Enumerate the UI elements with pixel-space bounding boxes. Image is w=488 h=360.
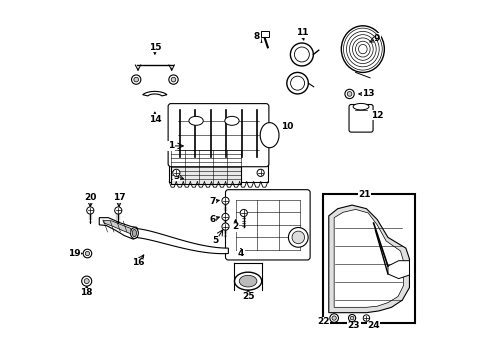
Text: 5: 5 bbox=[212, 237, 219, 246]
Circle shape bbox=[172, 169, 180, 176]
Circle shape bbox=[222, 223, 228, 230]
Circle shape bbox=[168, 75, 178, 84]
Text: 13: 13 bbox=[361, 89, 374, 98]
FancyBboxPatch shape bbox=[323, 194, 414, 323]
Text: 12: 12 bbox=[370, 111, 383, 120]
Text: 15: 15 bbox=[148, 43, 161, 52]
Circle shape bbox=[346, 91, 351, 96]
FancyBboxPatch shape bbox=[348, 104, 372, 132]
Circle shape bbox=[131, 75, 141, 84]
Text: 24: 24 bbox=[366, 321, 379, 330]
Text: 18: 18 bbox=[81, 288, 93, 297]
Text: 4: 4 bbox=[237, 249, 244, 258]
Circle shape bbox=[171, 77, 176, 82]
Polygon shape bbox=[102, 220, 131, 234]
Polygon shape bbox=[387, 261, 408, 279]
Polygon shape bbox=[328, 205, 408, 313]
Circle shape bbox=[84, 279, 89, 284]
Text: 21: 21 bbox=[358, 190, 370, 199]
Circle shape bbox=[329, 314, 338, 322]
Polygon shape bbox=[333, 210, 403, 307]
Ellipse shape bbox=[234, 272, 261, 290]
Text: 11: 11 bbox=[295, 28, 307, 37]
Circle shape bbox=[349, 316, 353, 320]
Circle shape bbox=[83, 249, 92, 258]
FancyBboxPatch shape bbox=[171, 149, 241, 184]
Circle shape bbox=[86, 207, 94, 214]
Text: 23: 23 bbox=[347, 321, 359, 330]
Circle shape bbox=[348, 315, 355, 321]
Ellipse shape bbox=[260, 123, 279, 148]
Ellipse shape bbox=[130, 228, 138, 238]
Text: 2: 2 bbox=[232, 222, 238, 231]
Text: 25: 25 bbox=[242, 292, 254, 301]
Ellipse shape bbox=[188, 116, 203, 125]
FancyBboxPatch shape bbox=[225, 190, 309, 260]
Circle shape bbox=[85, 251, 89, 256]
Polygon shape bbox=[99, 218, 137, 239]
FancyBboxPatch shape bbox=[260, 31, 268, 37]
Ellipse shape bbox=[341, 26, 384, 72]
Circle shape bbox=[134, 77, 138, 82]
Circle shape bbox=[344, 89, 353, 99]
Ellipse shape bbox=[352, 103, 368, 110]
Circle shape bbox=[222, 213, 228, 221]
Circle shape bbox=[294, 47, 309, 62]
Text: 14: 14 bbox=[148, 114, 161, 123]
Text: 1: 1 bbox=[167, 141, 174, 150]
Text: 20: 20 bbox=[84, 193, 96, 202]
Text: 8: 8 bbox=[253, 32, 260, 41]
Text: 10: 10 bbox=[281, 122, 293, 131]
Text: 19: 19 bbox=[68, 249, 81, 258]
Circle shape bbox=[331, 316, 336, 320]
Circle shape bbox=[290, 76, 304, 90]
Circle shape bbox=[363, 315, 369, 321]
Text: 16: 16 bbox=[132, 258, 144, 267]
Circle shape bbox=[115, 207, 122, 214]
Circle shape bbox=[240, 210, 247, 217]
Circle shape bbox=[290, 43, 313, 66]
Polygon shape bbox=[142, 91, 166, 96]
Ellipse shape bbox=[239, 275, 256, 287]
Text: 22: 22 bbox=[317, 317, 329, 326]
Ellipse shape bbox=[132, 229, 136, 237]
Circle shape bbox=[257, 169, 264, 176]
Circle shape bbox=[286, 72, 308, 94]
Text: 7: 7 bbox=[208, 197, 215, 206]
Text: 17: 17 bbox=[112, 193, 125, 202]
Text: 6: 6 bbox=[209, 215, 215, 224]
Text: 9: 9 bbox=[373, 34, 380, 43]
FancyBboxPatch shape bbox=[234, 268, 261, 290]
Text: 3: 3 bbox=[173, 172, 179, 181]
FancyBboxPatch shape bbox=[168, 104, 268, 167]
FancyBboxPatch shape bbox=[169, 160, 267, 182]
Ellipse shape bbox=[291, 231, 304, 244]
Ellipse shape bbox=[288, 228, 307, 247]
Circle shape bbox=[81, 276, 92, 286]
Ellipse shape bbox=[224, 116, 239, 125]
Circle shape bbox=[222, 197, 228, 204]
Polygon shape bbox=[135, 228, 228, 254]
